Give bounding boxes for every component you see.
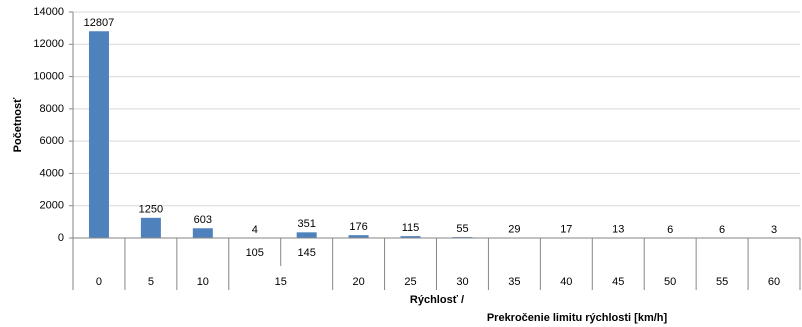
x-axis-title: Rýchlosť / xyxy=(410,294,464,306)
y-tick-label: 2000 xyxy=(40,200,64,212)
data-label: 55 xyxy=(456,223,468,235)
group-label: 0 xyxy=(96,276,102,288)
group-label: 30 xyxy=(456,276,468,288)
y-tick-label: 14000 xyxy=(33,6,64,18)
data-label: 13 xyxy=(612,224,624,236)
bar xyxy=(88,31,109,239)
x-axis-title: Prekročenie limitu rýchlosti [km/h] xyxy=(487,312,668,324)
bar xyxy=(348,235,369,238)
bar xyxy=(400,236,421,238)
data-label: 6 xyxy=(719,224,725,236)
group-label: 35 xyxy=(508,276,520,288)
data-label: 351 xyxy=(297,218,315,230)
group-label: 60 xyxy=(768,276,780,288)
data-label: 1250 xyxy=(139,204,163,216)
data-label: 12807 xyxy=(84,17,115,29)
group-label: 55 xyxy=(716,276,728,288)
bar xyxy=(192,228,213,238)
data-label: 115 xyxy=(402,222,420,234)
group-label: 10 xyxy=(197,276,209,288)
y-tick-label: 4000 xyxy=(40,167,64,179)
y-tick-label: 8000 xyxy=(40,103,64,115)
y-tick-label: 10000 xyxy=(33,70,64,82)
data-label: 603 xyxy=(194,214,212,226)
y-tick-label: 0 xyxy=(58,232,64,244)
group-label: 20 xyxy=(352,276,364,288)
data-label: 17 xyxy=(560,224,572,236)
group-label: 45 xyxy=(612,276,624,288)
data-label: 3 xyxy=(771,224,777,236)
y-tick-label: 6000 xyxy=(40,135,64,147)
data-label: 6 xyxy=(667,224,673,236)
group-label: 40 xyxy=(560,276,572,288)
bar xyxy=(140,217,161,238)
data-label: 176 xyxy=(349,221,367,233)
x-tick-label: 105 xyxy=(246,247,264,259)
group-label: 5 xyxy=(148,276,154,288)
data-label: 29 xyxy=(508,223,520,235)
group-label: 25 xyxy=(404,276,416,288)
y-tick-label: 12000 xyxy=(33,38,64,50)
group-label: 15 xyxy=(275,276,287,288)
x-tick-label: 145 xyxy=(297,247,315,259)
group-label: 50 xyxy=(664,276,676,288)
bar xyxy=(296,232,317,238)
data-label: 4 xyxy=(252,224,258,236)
y-axis-title: Početnosť xyxy=(12,97,24,153)
